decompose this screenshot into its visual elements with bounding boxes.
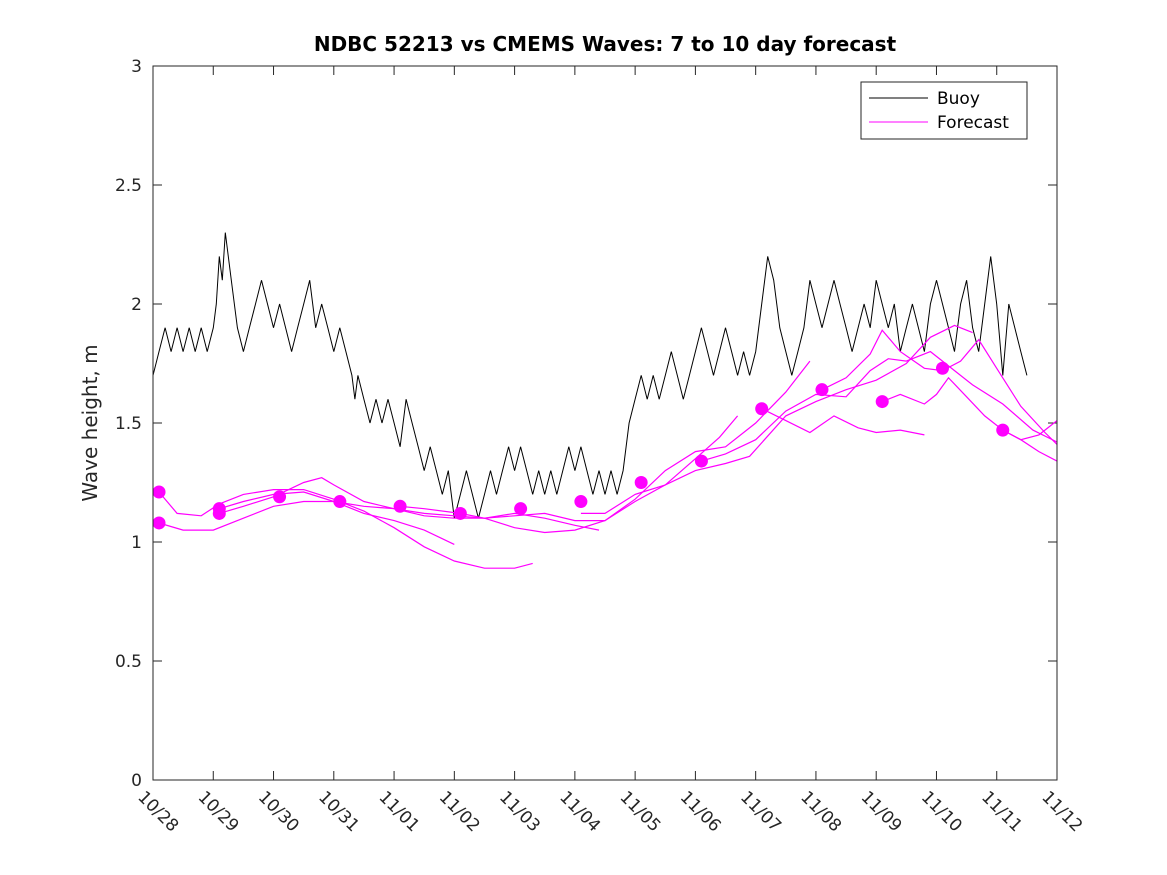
forecast-marker [574, 495, 588, 509]
series-line-forecast [158, 500, 455, 545]
x-tick-label: 11/03 [495, 787, 544, 836]
legend: Buoy Forecast [860, 81, 1028, 140]
y-tick-label: 3 [131, 57, 142, 77]
forecast-marker [153, 485, 166, 499]
x-tick-label: 10/28 [133, 787, 182, 836]
x-tick-label: 11/01 [375, 787, 424, 836]
series-line-forecast [1002, 429, 1057, 462]
forecast-marker [514, 502, 528, 516]
y-tick-label: 2.5 [115, 176, 142, 196]
series-line-forecast [761, 408, 925, 436]
forecast-marker [935, 361, 949, 375]
forecast-marker [634, 476, 648, 489]
x-tick-label: 11/07 [736, 787, 785, 836]
forecast-marker [393, 499, 407, 513]
forecast-marker [875, 395, 889, 409]
plot-background [153, 66, 1057, 780]
y-tick-label: 1.5 [115, 414, 142, 434]
x-tick-label: 11/04 [555, 787, 604, 836]
x-tick-label: 11/08 [796, 787, 845, 836]
y-axis-label: Wave height, m [78, 344, 102, 501]
x-tick-label: 10/30 [254, 787, 303, 836]
forecast-marker [273, 490, 287, 504]
legend-box [860, 81, 1028, 140]
x-tick-label: 11/10 [917, 787, 966, 836]
series-line-forecast [400, 360, 811, 522]
y-tick-label: 0.5 [115, 652, 142, 672]
x-tick-label: 11/05 [616, 787, 665, 836]
y-tick-label: 1 [131, 533, 142, 553]
series-line-forecast [701, 350, 1057, 462]
forecast-marker [212, 506, 226, 520]
forecast-marker [996, 423, 1010, 437]
series-line-forecast [881, 376, 1057, 441]
chart-title: NDBC 52213 vs CMEMS Waves: 7 to 10 day f… [314, 32, 897, 56]
x-tick-label: 11/11 [977, 787, 1026, 836]
forecast-marker [755, 402, 769, 416]
forecast-marker [333, 495, 347, 509]
forecast-marker [153, 516, 166, 530]
plot-frame [152, 65, 1058, 781]
series-line-buoy [153, 232, 1028, 519]
legend-label-forecast: Forecast [937, 113, 1009, 133]
x-tick-label: 10/29 [194, 787, 243, 836]
y-tick-label: 2 [131, 295, 142, 315]
x-tick-label: 11/12 [1037, 787, 1086, 836]
series-line-forecast [580, 324, 973, 515]
y-tick-label: 0 [131, 771, 142, 791]
x-tick-label: 11/02 [435, 787, 484, 836]
forecast-marker [453, 506, 467, 520]
legend-label-buoy: Buoy [937, 89, 980, 109]
x-tick-label: 11/09 [857, 787, 906, 836]
x-tick-label: 10/31 [314, 787, 363, 836]
forecast-marker [694, 454, 708, 468]
forecast-marker [815, 383, 829, 397]
x-tick-label: 11/06 [676, 787, 725, 836]
series-layer [153, 232, 1057, 569]
